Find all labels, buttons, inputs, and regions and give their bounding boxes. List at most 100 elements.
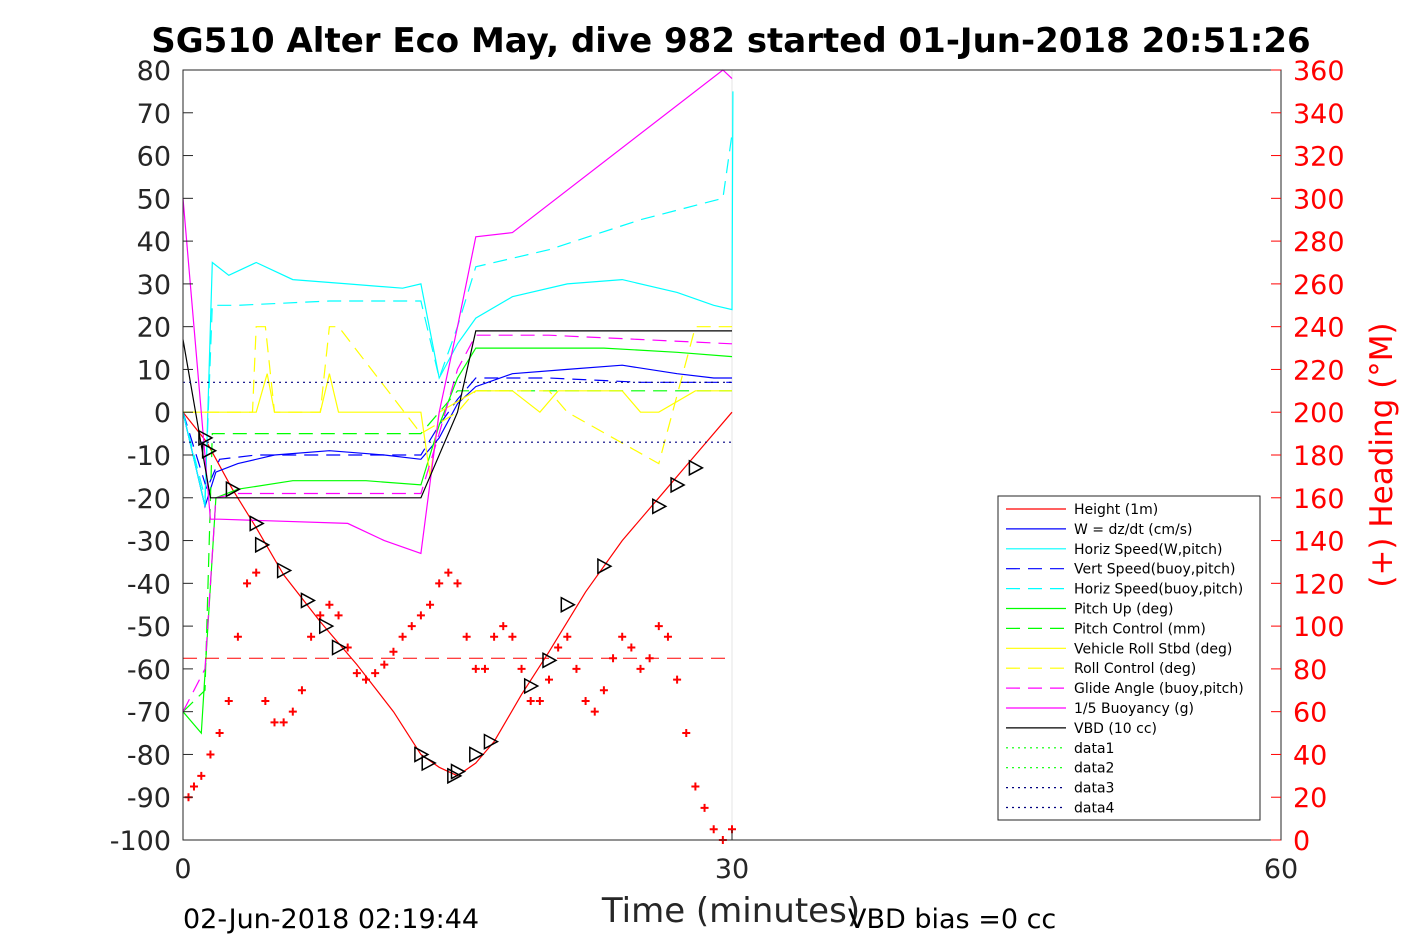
triangle-marker bbox=[276, 562, 293, 579]
heading-point bbox=[407, 622, 416, 631]
legend-label: data2 bbox=[1074, 761, 1114, 777]
triangle-marker bbox=[201, 442, 218, 459]
heading-point bbox=[462, 632, 471, 641]
y-tick-label: 10 bbox=[137, 355, 171, 386]
series-layer bbox=[182, 69, 734, 777]
right-tick-label: 180 bbox=[1293, 441, 1345, 472]
footer-timestamp: 02-Jun-2018 02:19:44 bbox=[183, 904, 479, 935]
triangle-marker bbox=[421, 754, 437, 772]
heading-point bbox=[444, 568, 453, 577]
legend-label: VBD (10 cc) bbox=[1074, 721, 1157, 737]
heading-point bbox=[700, 803, 709, 812]
y-tick-label: -10 bbox=[127, 441, 171, 472]
heading-point bbox=[371, 669, 380, 678]
right-tick-label: 40 bbox=[1293, 740, 1327, 771]
triangle-marker bbox=[652, 498, 668, 515]
heading-point bbox=[215, 729, 224, 738]
heading-point bbox=[398, 632, 407, 641]
right-tick-label: 240 bbox=[1293, 313, 1345, 344]
heading-point bbox=[508, 632, 517, 641]
x-axis-label: Time (minutes) bbox=[601, 891, 860, 931]
heading-point bbox=[471, 664, 480, 673]
y-tick-label: -100 bbox=[110, 826, 171, 857]
heading-point bbox=[206, 750, 215, 759]
y-tick-label: -80 bbox=[127, 740, 171, 771]
right-tick-label: 200 bbox=[1293, 398, 1345, 429]
y-tick-label: -30 bbox=[127, 527, 171, 558]
y-tick-label: 40 bbox=[137, 227, 171, 258]
legend-label: Vert Speed(buoy,pitch) bbox=[1074, 562, 1236, 578]
y-tick-label: 30 bbox=[137, 270, 171, 301]
heading-point bbox=[709, 825, 718, 834]
series-line bbox=[182, 91, 734, 507]
right-tick-label: 360 bbox=[1293, 56, 1345, 87]
legend-label: data1 bbox=[1074, 741, 1114, 757]
y-tick-label: 0 bbox=[154, 398, 171, 429]
heading-point bbox=[243, 579, 252, 588]
heading-point bbox=[691, 782, 700, 791]
heading-point bbox=[453, 579, 462, 588]
y-tick-label: 60 bbox=[137, 142, 171, 173]
series-line bbox=[183, 326, 732, 465]
y-tick-label: -40 bbox=[127, 569, 171, 600]
right-tick-label: 80 bbox=[1293, 655, 1327, 686]
triangle-marker bbox=[318, 617, 335, 635]
legend: Height (1m) W = dz/dt (cm/s) Horiz Speed(W… bbox=[997, 495, 1261, 821]
right-tick-label: 100 bbox=[1293, 612, 1345, 643]
triangle-marker bbox=[331, 639, 348, 656]
triangle-marker bbox=[688, 459, 704, 477]
right-tick-label: 280 bbox=[1293, 227, 1345, 258]
legend-label: Horiz Speed(W,pitch) bbox=[1074, 542, 1222, 558]
heading-point bbox=[261, 696, 270, 705]
triangle-marker bbox=[670, 476, 686, 494]
triangle-marker bbox=[450, 763, 467, 780]
heading-point bbox=[334, 611, 343, 620]
series-line bbox=[182, 134, 733, 498]
legend-label: Roll Control (deg) bbox=[1074, 661, 1196, 677]
heading-point bbox=[389, 647, 398, 656]
triangle-marker bbox=[300, 592, 317, 609]
heading-point bbox=[581, 696, 590, 705]
right-tick-label: 160 bbox=[1293, 484, 1345, 515]
heading-point bbox=[499, 622, 508, 631]
heading-point bbox=[416, 611, 425, 620]
right-tick-label: 340 bbox=[1293, 99, 1345, 130]
heading-point bbox=[380, 660, 389, 669]
y-tick-label: 50 bbox=[137, 184, 171, 215]
right-tick-label: 0 bbox=[1293, 826, 1310, 857]
legend-box bbox=[997, 495, 1261, 821]
triangle-marker-layer bbox=[198, 429, 704, 785]
triangle-marker bbox=[523, 677, 540, 695]
triangle-marker bbox=[254, 536, 271, 554]
heading-point bbox=[297, 686, 306, 695]
heading-point bbox=[352, 669, 361, 678]
x-tick-label: 30 bbox=[715, 854, 749, 885]
series-line bbox=[182, 69, 733, 555]
triangle-marker bbox=[198, 429, 214, 447]
y-tick-label: -60 bbox=[127, 655, 171, 686]
y-tick-label: 80 bbox=[137, 56, 171, 87]
legend-label: Glide Angle (buoy,pitch) bbox=[1074, 681, 1244, 697]
heading-point bbox=[645, 654, 654, 663]
heading-point bbox=[590, 707, 599, 716]
heading-point bbox=[673, 675, 682, 684]
heading-point bbox=[325, 600, 334, 609]
heading-point bbox=[426, 600, 435, 609]
right-tick-label: 320 bbox=[1293, 142, 1345, 173]
triangle-marker bbox=[469, 746, 485, 763]
triangle-marker bbox=[414, 746, 430, 763]
series-line bbox=[182, 347, 733, 735]
heading-point bbox=[270, 718, 279, 727]
right-tick-label: 140 bbox=[1293, 527, 1345, 558]
legend-label: Height (1m) bbox=[1074, 502, 1158, 518]
heading-point bbox=[490, 632, 499, 641]
heading-point bbox=[517, 664, 526, 673]
triangle-marker bbox=[447, 767, 463, 785]
x-tick-label: 0 bbox=[174, 854, 191, 885]
heading-point bbox=[627, 643, 636, 652]
heading-point bbox=[572, 664, 581, 673]
heading-point bbox=[663, 632, 672, 641]
legend-label: W = dz/dt (cm/s) bbox=[1074, 522, 1193, 538]
